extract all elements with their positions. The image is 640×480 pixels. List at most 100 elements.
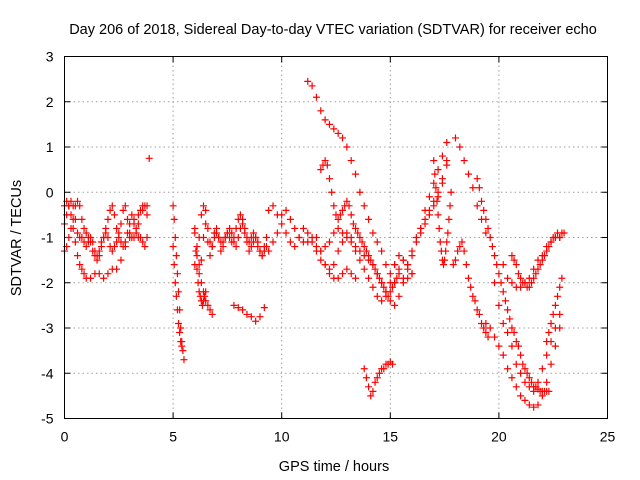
data-point xyxy=(445,215,453,223)
data-point xyxy=(534,378,542,386)
data-point xyxy=(121,243,129,251)
data-point xyxy=(130,220,138,228)
data-point xyxy=(312,234,320,241)
x-axis-label: GPS time / hours xyxy=(279,459,389,475)
data-point xyxy=(517,392,525,400)
data-point xyxy=(514,270,522,278)
data-point xyxy=(399,256,407,264)
data-point xyxy=(558,274,566,282)
data-point xyxy=(458,238,466,246)
data-point xyxy=(347,157,355,165)
data-point xyxy=(356,256,364,264)
data-point xyxy=(108,247,116,255)
data-point xyxy=(451,134,459,142)
data-point xyxy=(449,261,457,269)
data-point xyxy=(330,125,338,133)
data-point xyxy=(334,247,342,255)
data-point xyxy=(95,270,103,278)
data-point xyxy=(349,220,357,228)
data-point xyxy=(482,229,490,237)
data-point xyxy=(545,387,553,395)
data-point xyxy=(508,252,516,260)
data-point xyxy=(258,252,266,260)
data-point xyxy=(179,347,187,355)
data-point xyxy=(100,274,108,282)
data-point xyxy=(171,234,179,241)
data-point xyxy=(395,270,403,278)
data-point xyxy=(239,215,247,223)
data-point xyxy=(545,243,553,251)
data-point xyxy=(334,274,342,282)
data-point xyxy=(202,220,210,228)
data-point xyxy=(317,256,325,264)
y-tick-label: -4 xyxy=(41,365,54,381)
data-point xyxy=(200,288,208,296)
data-point xyxy=(506,315,514,323)
data-point xyxy=(517,274,525,282)
data-point xyxy=(236,211,244,219)
data-point xyxy=(545,329,553,337)
data-point xyxy=(495,342,503,350)
data-point xyxy=(525,383,533,391)
data-point xyxy=(273,229,281,237)
data-point xyxy=(134,211,142,219)
data-point xyxy=(123,215,131,223)
data-point xyxy=(325,120,333,128)
data-point xyxy=(527,279,535,287)
data-point xyxy=(145,154,153,162)
data-point xyxy=(391,301,399,309)
data-point xyxy=(538,256,546,264)
data-point xyxy=(286,215,294,223)
data-point xyxy=(504,329,512,337)
data-point xyxy=(510,256,518,264)
data-point xyxy=(219,238,227,246)
data-point xyxy=(175,288,183,296)
data-point xyxy=(172,252,180,260)
data-point xyxy=(249,229,257,237)
data-point xyxy=(193,265,201,273)
data-point xyxy=(551,301,559,309)
data-point xyxy=(352,170,360,178)
data-point xyxy=(375,274,383,282)
data-point xyxy=(191,229,199,237)
data-point xyxy=(360,243,368,251)
data-point xyxy=(508,342,516,350)
data-point xyxy=(200,202,208,210)
data-point xyxy=(388,283,396,291)
data-point xyxy=(475,310,483,318)
data-point xyxy=(97,243,105,251)
data-point xyxy=(365,252,373,260)
data-point xyxy=(475,184,483,192)
data-point xyxy=(230,234,238,241)
data-point xyxy=(104,270,112,278)
data-point xyxy=(82,229,90,237)
data-point xyxy=(180,356,188,364)
data-point xyxy=(74,252,82,260)
data-point xyxy=(247,313,255,321)
data-point xyxy=(325,238,333,246)
data-point xyxy=(499,288,507,296)
data-point xyxy=(115,229,123,237)
data-point xyxy=(482,329,490,337)
data-point xyxy=(356,234,364,241)
data-point xyxy=(530,403,538,411)
data-point xyxy=(433,197,441,205)
data-point xyxy=(191,261,199,269)
data-point xyxy=(143,202,151,210)
data-point xyxy=(176,329,184,337)
data-point xyxy=(386,270,394,278)
data-point xyxy=(141,243,149,251)
data-point xyxy=(380,365,388,373)
data-point xyxy=(84,234,92,241)
data-point xyxy=(247,243,255,251)
data-point xyxy=(543,247,551,255)
data-point xyxy=(467,283,475,291)
data-point xyxy=(484,333,492,341)
data-point xyxy=(473,175,481,183)
data-point xyxy=(454,247,462,255)
data-point xyxy=(256,313,264,321)
data-point xyxy=(347,234,355,241)
data-point xyxy=(532,270,540,278)
data-point xyxy=(365,215,373,223)
data-point xyxy=(356,247,364,255)
